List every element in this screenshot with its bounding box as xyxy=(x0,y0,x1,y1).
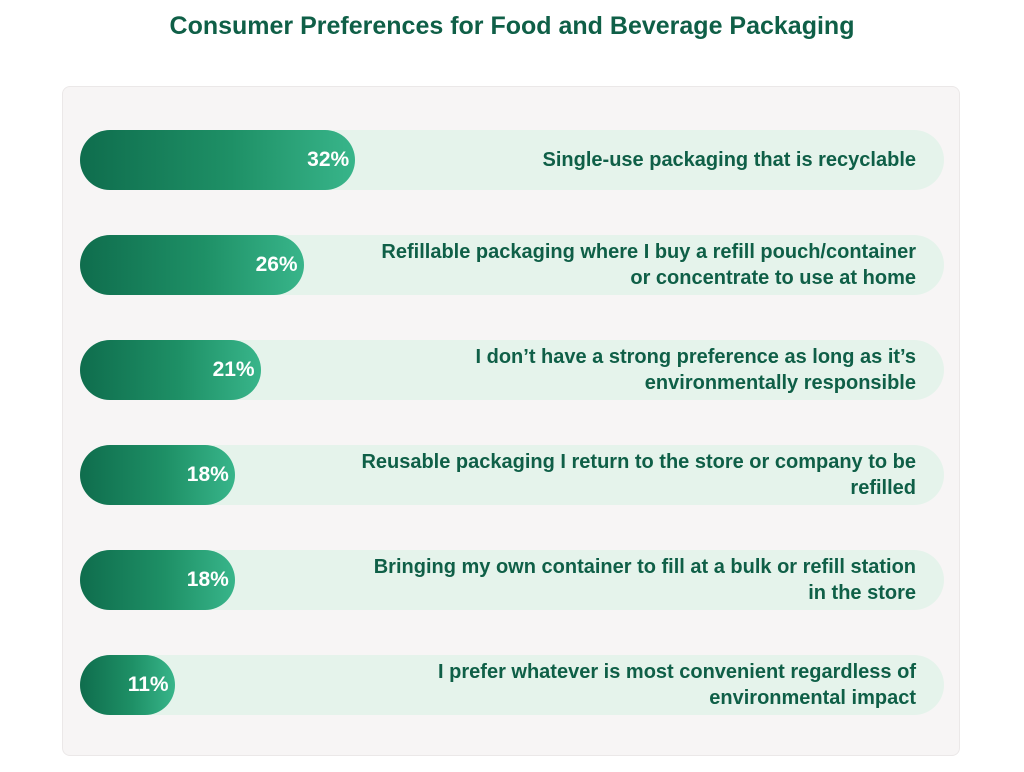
chart-panel xyxy=(62,86,960,756)
bar: 32% xyxy=(80,130,356,190)
category-label: Reusable packaging I return to the store… xyxy=(361,451,916,499)
bar-value-label: 11% xyxy=(127,673,169,696)
bar-value-label: 21% xyxy=(212,358,255,381)
bar: 18% xyxy=(80,445,235,505)
bar-row: 18% Reusable packaging I return to the st… xyxy=(80,445,944,505)
chart-title: Consumer Preferences for Food and Bevera… xyxy=(169,12,855,40)
bar: 11% xyxy=(80,655,175,715)
bar-value-label: 26% xyxy=(255,253,298,276)
category-label: I don’t have a strong preference as long… xyxy=(475,346,917,394)
bar-row: 11% I prefer whatever is most convenient … xyxy=(80,655,944,715)
bar-value-label: 32% xyxy=(307,148,350,171)
bar: 26% xyxy=(80,235,304,295)
bar: 21% xyxy=(80,340,261,400)
category-label: Bringing my own container to fill at a b… xyxy=(373,556,916,604)
bar-value-label: 18% xyxy=(186,568,229,591)
bar-row: 18% Bringing my own container to fill at … xyxy=(80,550,944,610)
bar: 18% xyxy=(80,550,235,610)
category-label: Single-use packaging that is recyclable xyxy=(542,149,916,171)
category-label: I prefer whatever is most convenient reg… xyxy=(438,661,916,709)
bar-row: 21% I don’t have a strong preference as l… xyxy=(80,340,944,400)
category-label: Refillable packaging where I buy a refil… xyxy=(381,241,916,289)
bar-row: 32% Single-use packaging that is recyclab… xyxy=(80,130,944,190)
bar-row: 26% Refillable packaging where I buy a re… xyxy=(80,235,944,295)
bar-value-label: 18% xyxy=(186,463,229,486)
